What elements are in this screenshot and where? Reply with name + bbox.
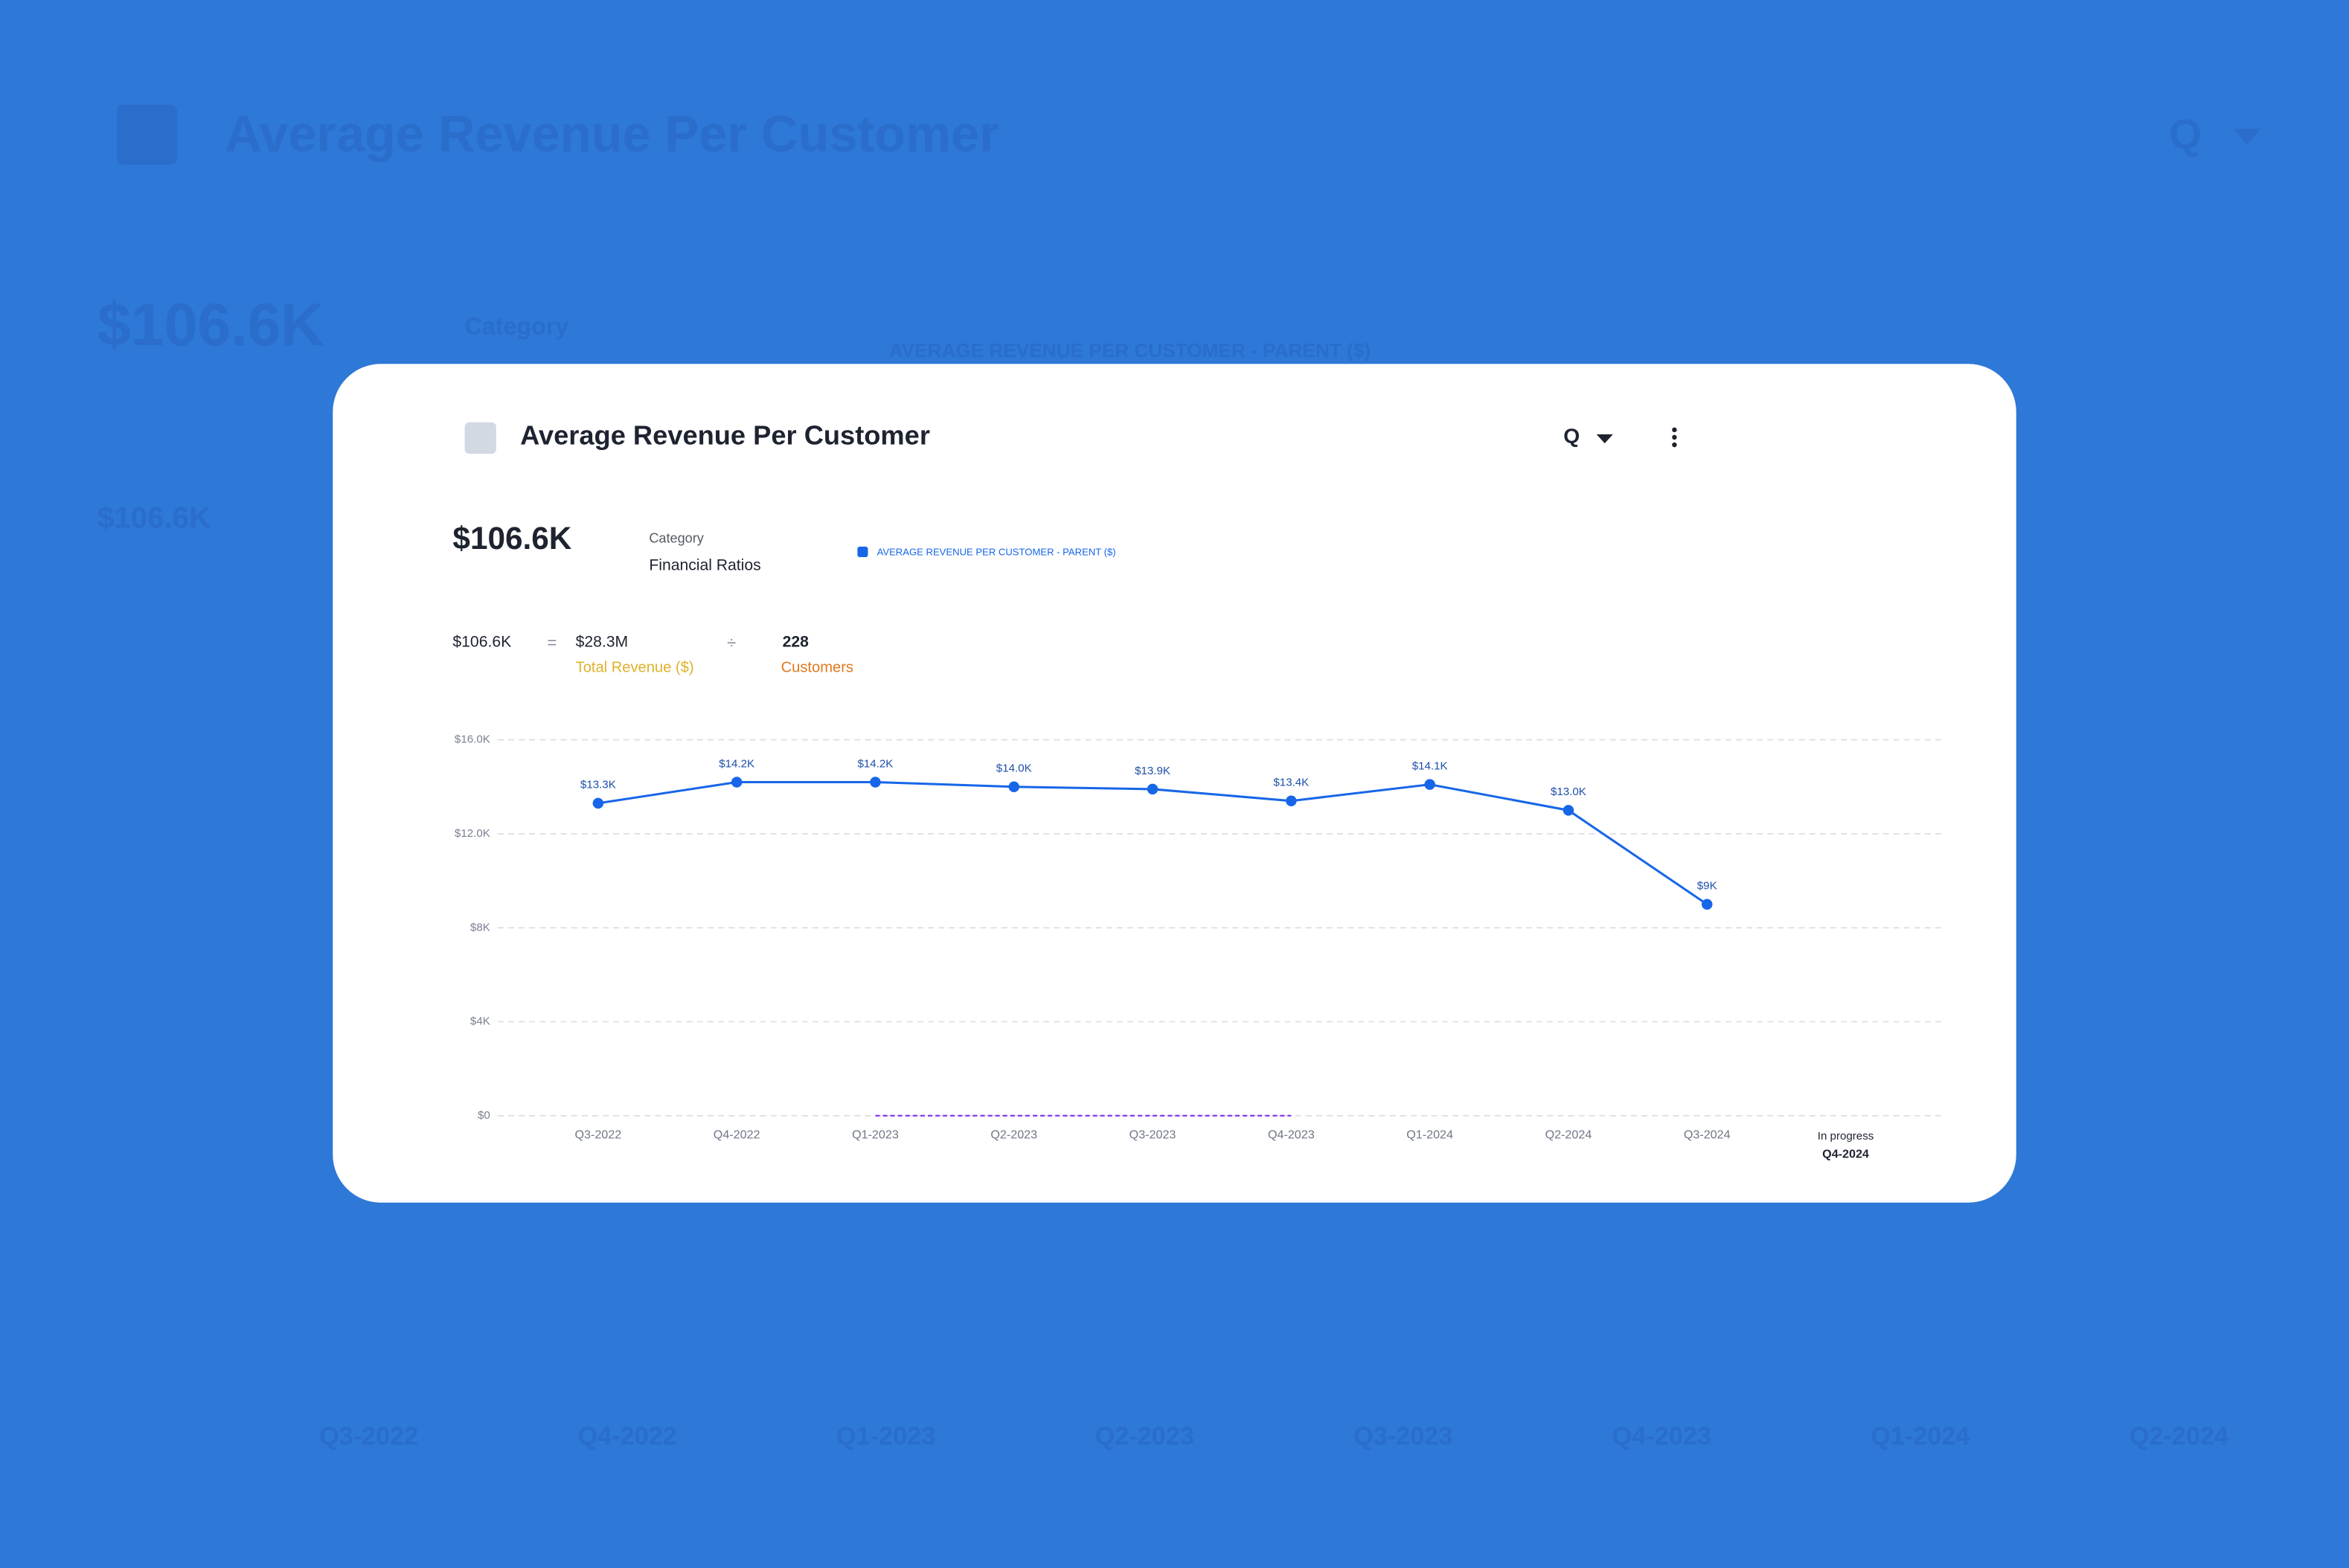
data-point — [1701, 899, 1713, 910]
x-tick-label: Q2-2024 — [1545, 1128, 1592, 1141]
checkbox[interactable] — [464, 422, 496, 454]
period-select[interactable]: Q — [1563, 423, 1580, 447]
legend-label: AVERAGE REVENUE PER CUSTOMER - PARENT ($… — [877, 546, 1116, 557]
annotation: In progress — [1818, 1130, 1874, 1143]
x-tick-label: Q1-2024 — [1406, 1128, 1453, 1141]
bg-legend-label: AVERAGE REVENUE PER CUSTOMER - PARENT ($… — [889, 339, 1371, 362]
summary-value: $106.6K — [452, 521, 571, 556]
data-label: $14.2K — [858, 757, 894, 770]
data-label: $14.2K — [719, 757, 754, 770]
formula-result: $106.6K — [452, 633, 511, 650]
menu-dot[interactable] — [1672, 442, 1677, 448]
bg-x-label: Q3-2022 — [319, 1422, 418, 1450]
more-menu[interactable] — [1672, 427, 1677, 448]
bg-x-label: Q4-2022 — [578, 1422, 677, 1450]
x-tick-label: Q3-2024 — [1684, 1128, 1731, 1141]
bg-period: Q — [2169, 111, 2202, 158]
data-label: $14.1K — [1412, 759, 1448, 772]
bg-title: Average Revenue Per Customer — [225, 105, 999, 162]
legend-swatch — [857, 546, 868, 557]
data-point — [1563, 805, 1574, 816]
numerator: $28.3M — [576, 633, 628, 650]
data-point — [592, 797, 604, 809]
bg-checkbox — [117, 104, 177, 165]
data-label: $13.3K — [580, 779, 616, 791]
data-point — [1424, 779, 1435, 790]
x-tick-label: Q4-2023 — [1268, 1128, 1315, 1141]
bg-x-label: Q1-2023 — [836, 1422, 935, 1450]
bg-formula-value: $106.6K — [97, 501, 211, 534]
bg-x-label: Q4-2023 — [1612, 1422, 1711, 1450]
data-label: $13.4K — [1273, 777, 1309, 789]
x-tick-label: Q1-2023 — [852, 1128, 899, 1141]
formula-operator: = — [547, 634, 557, 652]
data-point — [1008, 781, 1020, 793]
bg-x-label: Q3-2023 — [1353, 1422, 1452, 1450]
data-point — [1286, 795, 1297, 806]
x-tick-label: Q4-2024 — [1822, 1148, 1869, 1161]
x-tick-label: Q4-2022 — [714, 1128, 760, 1141]
y-tick-label: $4K — [470, 1015, 490, 1028]
card — [333, 364, 2016, 1203]
category-label: Category — [649, 531, 704, 546]
y-tick-label: $12.0K — [455, 827, 490, 840]
data-point — [731, 777, 743, 788]
data-label: $9K — [1697, 880, 1717, 893]
x-tick-label: Q2-2023 — [990, 1128, 1037, 1141]
bg-x-label: Q1-2024 — [1871, 1422, 1970, 1450]
data-label: $13.9K — [1135, 765, 1170, 777]
data-point — [1147, 783, 1159, 795]
x-tick-label: Q3-2023 — [1129, 1128, 1176, 1141]
y-tick-label: $16.0K — [455, 733, 490, 746]
menu-dot[interactable] — [1672, 434, 1677, 440]
denominator: 228 — [783, 633, 810, 650]
formula-operator: ÷ — [727, 634, 736, 652]
data-label: $13.0K — [1551, 785, 1586, 798]
bg-value: $106.6K — [97, 292, 324, 359]
y-tick-label: $0 — [478, 1109, 490, 1122]
x-tick-label: Q3-2022 — [574, 1128, 621, 1141]
category-value: Financial Ratios — [649, 557, 760, 574]
y-tick-label: $8K — [470, 921, 490, 934]
bg-dropdown — [2233, 129, 2261, 146]
data-point — [870, 777, 881, 788]
data-label: $14.0K — [996, 762, 1032, 775]
menu-dot[interactable] — [1672, 427, 1677, 433]
bg-category: Category — [465, 312, 569, 339]
dropdown-arrow[interactable] — [1596, 434, 1613, 443]
bg-x-label: Q2-2024 — [2130, 1422, 2228, 1450]
bg-x-label: Q2-2023 — [1095, 1422, 1194, 1450]
denominator-label: Customers — [781, 659, 853, 675]
card-title: Average Revenue Per Customer — [520, 420, 930, 450]
numerator-label: Total Revenue ($) — [576, 659, 694, 675]
